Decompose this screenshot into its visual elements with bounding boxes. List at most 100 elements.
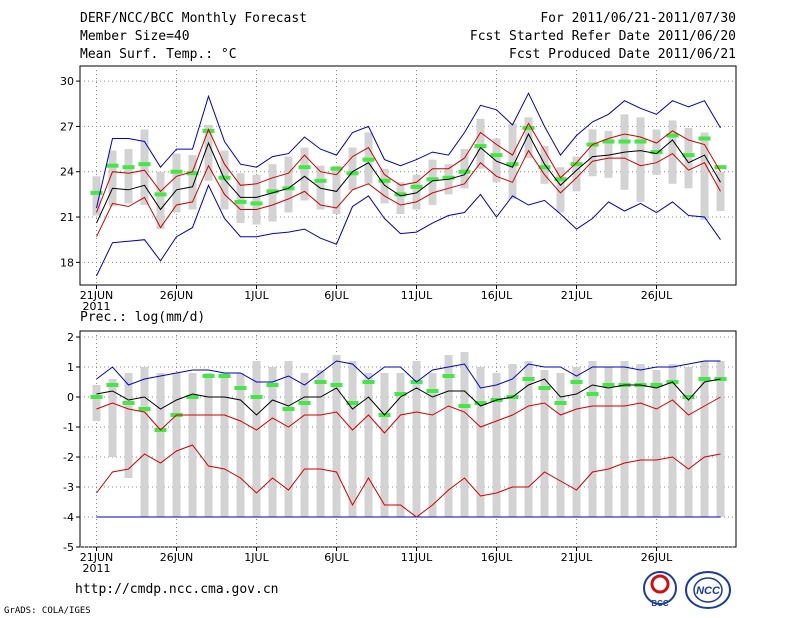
temp-series-spread-high-3 xyxy=(96,122,721,213)
prec-box-2 xyxy=(124,373,133,478)
prec-box-25 xyxy=(492,373,501,517)
bcc-logo-text: BCC xyxy=(651,599,669,608)
prec-median-32 xyxy=(602,383,615,387)
prec-xtick-label: 1JUL xyxy=(244,551,269,564)
prec-xtick-label: 26JUN xyxy=(160,551,194,564)
temp-ytick-label: 21 xyxy=(60,211,74,224)
precip-panel-title: Prec.: log(mm/d) xyxy=(80,310,206,325)
temp-median-16 xyxy=(346,171,359,176)
prec-median-13 xyxy=(298,401,311,405)
temp-xtick-label: 21JUL xyxy=(561,289,593,302)
prec-median-8 xyxy=(218,374,231,378)
prec-box-37 xyxy=(684,367,693,517)
temp-box-9 xyxy=(236,173,245,224)
prec-series-spread-high-3 xyxy=(96,396,721,434)
prec-median-15 xyxy=(330,383,343,387)
prec-ytick-label: -3 xyxy=(63,481,74,494)
temp-median-17 xyxy=(362,157,375,162)
prec-box-9 xyxy=(236,373,245,517)
temp-box-26 xyxy=(508,123,517,199)
temp-box-0 xyxy=(92,176,101,216)
prec-ytick-label: -5 xyxy=(63,541,74,554)
temp-median-25 xyxy=(490,153,503,158)
temp-xtick-label: 1JUL xyxy=(244,289,269,302)
temp-ytick-label: 24 xyxy=(60,166,74,179)
temp-box-16 xyxy=(348,147,357,190)
source-url[interactable]: http://cmdp.ncc.cma.gov.cn xyxy=(75,582,279,597)
prec-series-spread-low-2 xyxy=(96,444,721,518)
prec-ytick-label: 2 xyxy=(67,331,74,344)
temp-box-19 xyxy=(396,182,405,215)
temp-box-24 xyxy=(476,118,485,169)
prec-box-26 xyxy=(508,364,517,517)
prec-ytick-label: 1 xyxy=(67,361,74,374)
temp-median-24 xyxy=(474,144,487,149)
prec-median-28 xyxy=(538,386,551,390)
variable-label: Mean Surf. Temp.: °C xyxy=(80,47,237,62)
temp-box-31 xyxy=(588,129,597,177)
temp-box-6 xyxy=(188,155,197,210)
prec-median-10 xyxy=(250,395,263,399)
temp-median-39 xyxy=(714,165,727,170)
temp-median-18 xyxy=(378,178,391,183)
prec-box-14 xyxy=(316,370,325,517)
temp-xtick-label: 16JUL xyxy=(481,289,513,302)
prec-box-20 xyxy=(412,361,421,517)
prec-xtick-label: 26JUL xyxy=(641,551,673,564)
ncc-logo-text: NCC xyxy=(696,585,721,597)
temp-box-32 xyxy=(604,130,613,178)
prec-xtick-label: 21JUL xyxy=(561,551,593,564)
prec-xtick-label: 6JUL xyxy=(324,551,349,564)
temp-median-22 xyxy=(442,175,455,180)
prec-median-22 xyxy=(442,374,455,378)
prec-box-32 xyxy=(604,367,613,517)
prec-ytick-label: -2 xyxy=(63,451,74,464)
temp-median-35 xyxy=(650,150,663,155)
prec-year-label: 2011 xyxy=(83,562,111,575)
temp-box-1 xyxy=(108,150,117,207)
temp-box-12 xyxy=(284,156,293,213)
temp-box-34 xyxy=(636,117,645,202)
prec-median-21 xyxy=(426,389,439,393)
temp-box-30 xyxy=(572,156,581,192)
temp-median-32 xyxy=(602,139,615,144)
prec-median-2 xyxy=(122,401,135,405)
temp-box-37 xyxy=(684,127,693,189)
temp-box-4 xyxy=(156,171,165,230)
temp-median-4 xyxy=(154,192,167,197)
prec-box-4 xyxy=(156,373,165,517)
temp-median-38 xyxy=(698,136,711,141)
prec-series-max-1 xyxy=(96,360,721,389)
temp-series-ensemble-mean-4 xyxy=(96,132,721,224)
temp-box-21 xyxy=(428,159,437,205)
prec-median-29 xyxy=(554,401,567,405)
temp-box-23 xyxy=(460,149,469,189)
temp-median-8 xyxy=(218,175,231,180)
forecast-period: For 2011/06/21-2011/07/30 xyxy=(540,11,736,26)
prec-box-17 xyxy=(364,373,373,517)
prec-median-30 xyxy=(570,380,583,384)
temp-xtick-label: 21JUN xyxy=(80,289,114,302)
prec-box-27 xyxy=(524,361,533,517)
prec-median-38 xyxy=(698,377,711,381)
prec-median-16 xyxy=(346,401,359,405)
prec-median-7 xyxy=(202,374,215,378)
temp-median-13 xyxy=(298,165,311,170)
temp-box-38 xyxy=(700,132,709,221)
temp-median-2 xyxy=(122,165,135,170)
temp-box-13 xyxy=(300,147,309,201)
temp-box-5 xyxy=(172,153,181,213)
prec-box-31 xyxy=(588,361,597,517)
temp-series-max-1 xyxy=(96,92,721,209)
prec-box-22 xyxy=(444,355,453,517)
temp-median-21 xyxy=(426,177,439,182)
prec-xtick-label: 11JUL xyxy=(401,551,433,564)
prec-xtick-label: 16JUL xyxy=(481,551,513,564)
prec-median-19 xyxy=(394,392,407,396)
prec-box-1 xyxy=(108,379,117,457)
prec-box-15 xyxy=(332,355,341,517)
prec-xtick-label: 21JUN xyxy=(80,551,114,564)
temp-median-33 xyxy=(618,139,631,144)
temp-median-30 xyxy=(570,162,583,167)
